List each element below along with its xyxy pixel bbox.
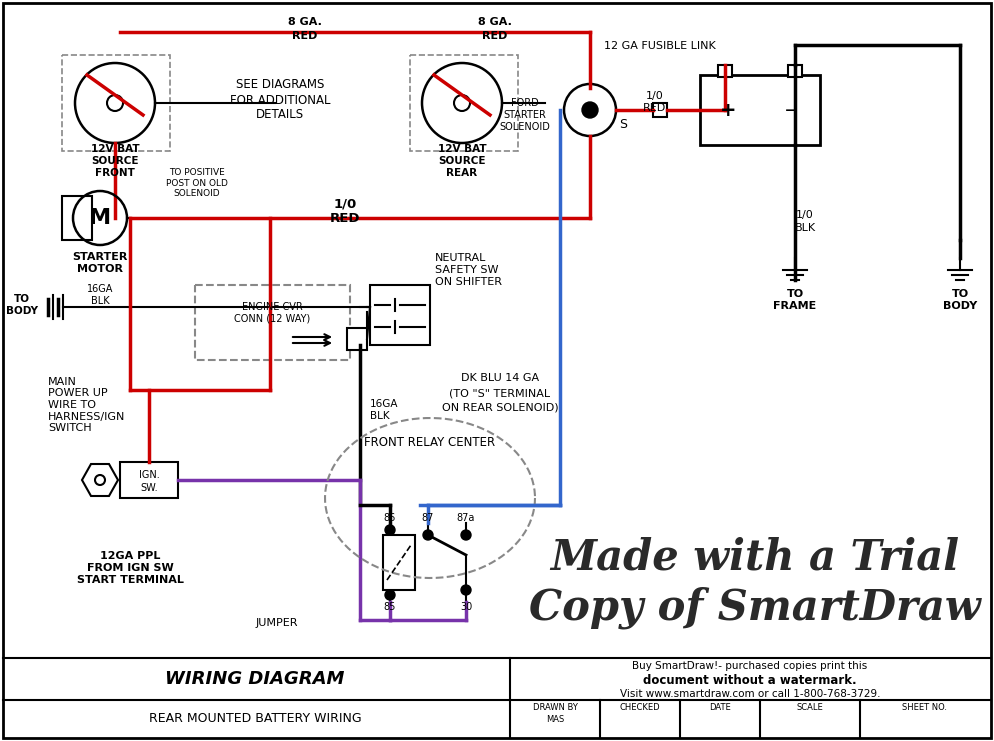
Text: STARTER
MOTOR: STARTER MOTOR xyxy=(73,252,127,274)
Bar xyxy=(195,285,350,360)
Text: SHEET NO.: SHEET NO. xyxy=(903,703,947,713)
Text: document without a watermark.: document without a watermark. xyxy=(643,674,857,686)
Text: FRONT RELAY CENTER: FRONT RELAY CENTER xyxy=(365,436,496,450)
Bar xyxy=(347,328,367,350)
Text: 86: 86 xyxy=(384,513,397,523)
Text: Buy SmartDraw!- purchased copies print this: Buy SmartDraw!- purchased copies print t… xyxy=(632,661,868,671)
Circle shape xyxy=(461,530,471,540)
Text: 8 GA.: 8 GA. xyxy=(288,17,322,27)
Text: 87a: 87a xyxy=(457,513,475,523)
Bar xyxy=(788,65,802,77)
Text: DK BLU 14 GA: DK BLU 14 GA xyxy=(461,373,539,383)
Circle shape xyxy=(423,530,433,540)
Text: 85: 85 xyxy=(384,602,397,612)
Bar xyxy=(653,103,667,117)
Text: FORD
STARTER
SOLENOID: FORD STARTER SOLENOID xyxy=(500,99,551,132)
Text: SEE DIAGRAMS
FOR ADDITIONAL
DETAILS: SEE DIAGRAMS FOR ADDITIONAL DETAILS xyxy=(230,79,330,122)
Text: S: S xyxy=(619,119,627,131)
Bar xyxy=(383,535,415,590)
Text: 1/0: 1/0 xyxy=(333,198,357,210)
Text: WIRING DIAGRAM: WIRING DIAGRAM xyxy=(165,670,345,688)
Text: 30: 30 xyxy=(460,602,472,612)
Bar xyxy=(700,75,820,145)
Text: CHECKED: CHECKED xyxy=(619,703,660,713)
Text: 12GA PPL
FROM IGN SW
START TERMINAL: 12GA PPL FROM IGN SW START TERMINAL xyxy=(77,551,184,585)
Circle shape xyxy=(385,525,395,535)
Text: RED: RED xyxy=(292,31,318,41)
Circle shape xyxy=(461,585,471,595)
Text: 12V BAT
SOURCE
REAR: 12V BAT SOURCE REAR xyxy=(437,144,486,178)
Text: SW.: SW. xyxy=(140,483,158,493)
Text: 16GA
BLK: 16GA BLK xyxy=(86,285,113,306)
Text: RED: RED xyxy=(482,31,508,41)
Bar xyxy=(718,65,732,77)
Text: –: – xyxy=(784,100,795,120)
Bar xyxy=(62,196,92,240)
Text: MAIN
POWER UP
WIRE TO
HARNESS/IGN
SWITCH: MAIN POWER UP WIRE TO HARNESS/IGN SWITCH xyxy=(48,377,125,433)
Text: 87: 87 xyxy=(421,513,434,523)
Bar xyxy=(410,55,518,151)
Bar xyxy=(370,285,430,345)
Text: MAS: MAS xyxy=(546,714,565,723)
Text: BLK: BLK xyxy=(794,223,815,233)
Text: TO
BODY: TO BODY xyxy=(6,294,38,316)
Text: 12 GA FUSIBLE LINK: 12 GA FUSIBLE LINK xyxy=(604,41,716,51)
Text: TO
BODY: TO BODY xyxy=(943,289,977,310)
Text: IGN.: IGN. xyxy=(138,470,159,480)
Text: ON REAR SOLENOID): ON REAR SOLENOID) xyxy=(441,402,559,412)
Text: 1/0: 1/0 xyxy=(646,91,664,101)
Text: DATE: DATE xyxy=(709,703,731,713)
Text: ENGINE CVR
CONN (12 WAY): ENGINE CVR CONN (12 WAY) xyxy=(235,302,310,324)
Text: RED: RED xyxy=(330,213,360,225)
Text: 16GA
BLK: 16GA BLK xyxy=(370,399,399,421)
Text: M: M xyxy=(88,208,111,228)
Text: 8 GA.: 8 GA. xyxy=(478,17,512,27)
Text: TO POSITIVE
POST ON OLD
SOLENOID: TO POSITIVE POST ON OLD SOLENOID xyxy=(166,168,228,198)
Text: 1/0: 1/0 xyxy=(796,210,814,220)
Text: SCALE: SCALE xyxy=(796,703,823,713)
Circle shape xyxy=(385,590,395,600)
Text: (TO "S" TERMINAL: (TO "S" TERMINAL xyxy=(449,388,551,398)
Text: JUMPER: JUMPER xyxy=(255,618,298,628)
Bar xyxy=(120,462,178,498)
Circle shape xyxy=(582,102,598,118)
Text: REAR MOUNTED BATTERY WIRING: REAR MOUNTED BATTERY WIRING xyxy=(149,713,361,725)
Text: NEUTRAL
SAFETY SW
ON SHIFTER: NEUTRAL SAFETY SW ON SHIFTER xyxy=(435,253,502,287)
Text: Made with a Trial: Made with a Trial xyxy=(551,537,959,579)
Text: Copy of SmartDraw: Copy of SmartDraw xyxy=(529,587,981,629)
Text: +: + xyxy=(720,101,737,119)
Text: RED: RED xyxy=(643,103,667,113)
Bar xyxy=(62,55,170,151)
Text: 12V BAT
SOURCE
FRONT: 12V BAT SOURCE FRONT xyxy=(90,144,139,178)
Text: DRAWN BY: DRAWN BY xyxy=(533,703,578,713)
Text: Visit www.smartdraw.com or call 1-800-768-3729.: Visit www.smartdraw.com or call 1-800-76… xyxy=(619,689,881,699)
Text: TO
FRAME: TO FRAME xyxy=(773,289,817,310)
